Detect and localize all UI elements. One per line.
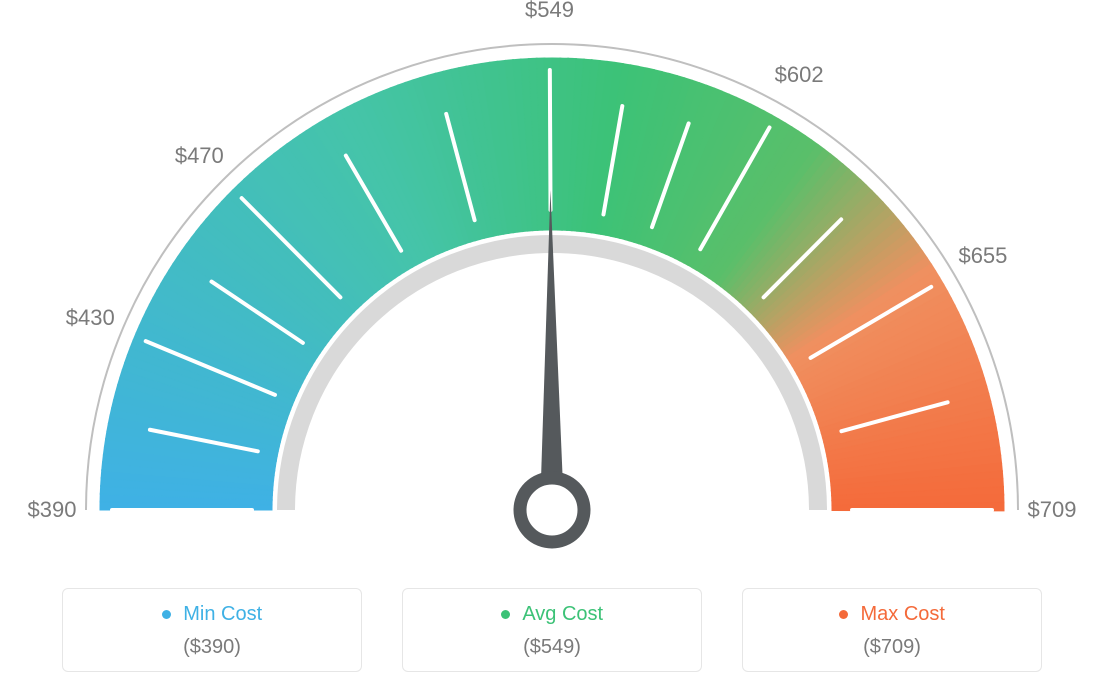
legend-label-min: Min Cost (183, 603, 262, 625)
legend-card-min: Min Cost ($390) (62, 588, 362, 672)
legend-dot-max (839, 610, 848, 619)
gauge-needle-hub (520, 478, 584, 542)
legend-card-max: Max Cost ($709) (742, 588, 1042, 672)
legend-dot-min (162, 610, 171, 619)
legend-value-min: ($390) (63, 636, 361, 659)
legend-card-avg: Avg Cost ($549) (402, 588, 702, 672)
legend-title-row: Max Cost (743, 603, 1041, 626)
legend-label-avg: Avg Cost (522, 603, 603, 625)
legend-title-row: Min Cost (63, 603, 361, 626)
legend-row: Min Cost ($390) Avg Cost ($549) Max Cost… (0, 588, 1104, 672)
legend-title-row: Avg Cost (403, 603, 701, 626)
legend-value-avg: ($549) (403, 636, 701, 659)
gauge-svg (0, 0, 1104, 560)
legend-dot-avg (501, 610, 510, 619)
legend-value-max: ($709) (743, 636, 1041, 659)
legend-label-max: Max Cost (860, 603, 944, 625)
cost-gauge-chart: $390$430$470$549$602$655$709 (0, 0, 1104, 560)
